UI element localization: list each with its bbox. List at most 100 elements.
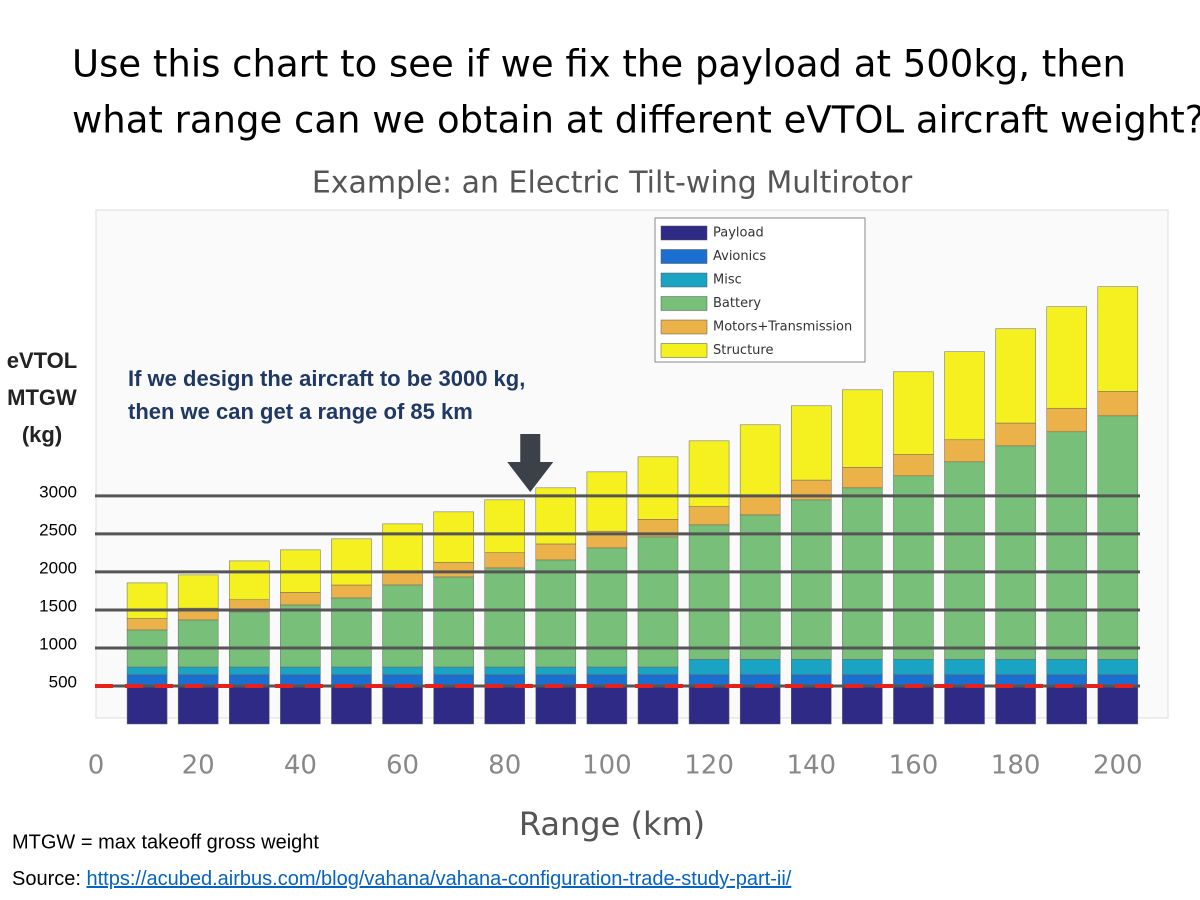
bar-segment [331, 597, 372, 668]
x-tick-label: 120 [684, 751, 734, 781]
y-tick-label: 2500 [39, 520, 77, 539]
source: Source: https://acubed.airbus.com/blog/v… [12, 868, 792, 890]
y-axis-label: eVTOL [7, 348, 78, 373]
bar-segment [893, 685, 934, 725]
y-tick-label: 1500 [39, 596, 77, 615]
bar-segment [995, 422, 1036, 447]
bar-segment [229, 685, 270, 725]
x-tick-label: 40 [284, 751, 317, 781]
bar-segment [791, 659, 832, 675]
bar-segment [229, 611, 270, 668]
bar-segment [382, 685, 423, 725]
bar-segment [1046, 685, 1087, 725]
bar-segment [126, 666, 168, 675]
bar-segment [433, 562, 474, 578]
bar-segment [331, 584, 372, 599]
bar-segment [1097, 391, 1139, 417]
bar-segment [382, 666, 423, 675]
bar-segment [1046, 407, 1087, 433]
x-tick-label: 20 [182, 751, 215, 781]
bar-segment [842, 467, 883, 489]
annotation-text: then we can get a range of 85 km [128, 399, 473, 424]
bar-segment [177, 666, 219, 675]
bar-segment [995, 659, 1036, 675]
bar-segment [842, 389, 883, 468]
y-tick-label: 1000 [39, 634, 77, 653]
bar-segment [484, 552, 525, 569]
bar-segment [791, 499, 832, 660]
footnote: MTGW = max takeoff gross weight [12, 831, 319, 853]
bar-segment [1097, 286, 1139, 392]
legend-swatch [660, 296, 708, 311]
bar-segment [229, 560, 270, 601]
x-tick-label: 0 [88, 751, 105, 781]
annotation-text: If we design the aircraft to be 3000 kg, [128, 366, 525, 391]
bar-segment [433, 511, 474, 563]
bar-segment [535, 685, 577, 725]
legend-swatch [660, 343, 708, 358]
bar-segment [433, 685, 474, 725]
x-tick-label: 60 [386, 751, 419, 781]
bar-segment [586, 666, 628, 675]
bar-segment [535, 559, 577, 668]
bar-segment [229, 666, 270, 675]
bar-segment [484, 567, 525, 668]
bar-segment [484, 685, 525, 725]
bar-segment [1097, 415, 1139, 660]
bar-segment [842, 659, 883, 675]
bar-segment [791, 685, 832, 725]
bar-segment [739, 514, 781, 660]
y-tick-label: 2000 [39, 558, 77, 577]
legend-swatch [660, 272, 708, 288]
legend-label: Avionics [713, 249, 766, 264]
bar-segment [637, 536, 679, 668]
bar-segment [484, 666, 525, 675]
y-tick-label: 3000 [39, 482, 77, 501]
bar-segment [331, 666, 372, 675]
bar-segment [586, 471, 628, 532]
bar-segment [688, 506, 730, 526]
x-axis-label: Range (km) [519, 805, 705, 843]
x-tick-label: 180 [991, 751, 1041, 781]
bar-segment [535, 543, 577, 561]
bar-segment [637, 456, 679, 520]
bar-segment [280, 685, 321, 725]
bar-segment [637, 666, 679, 675]
bar-segment [1097, 659, 1139, 675]
bar-segment [739, 424, 781, 497]
bar-segment [1046, 431, 1087, 660]
bar-segment [126, 685, 168, 725]
bar-segment [382, 523, 423, 572]
bar-segment [688, 659, 730, 675]
legend-label: Structure [713, 343, 773, 358]
source-label: Source: [12, 868, 86, 890]
bar-segment [842, 685, 883, 725]
bar-segment [1046, 659, 1087, 675]
x-tick-label: 80 [488, 751, 521, 781]
chart-title: Example: an Electric Tilt-wing Multiroto… [312, 166, 913, 201]
legend-label: Motors+Transmission [713, 320, 852, 335]
slide-title: what range can we obtain at different eV… [72, 99, 1200, 142]
bar-segment [126, 618, 168, 631]
bar-segment [944, 351, 985, 441]
bar-segment [944, 685, 985, 725]
bar-segment [688, 685, 730, 725]
bar-segment [893, 454, 934, 477]
bar-segment [433, 666, 474, 675]
x-tick-label: 140 [786, 751, 836, 781]
legend-swatch [660, 249, 708, 264]
source-link[interactable]: https://acubed.airbus.com/blog/vahana/va… [86, 868, 791, 890]
bar-segment [995, 685, 1036, 725]
bar-segment [280, 592, 321, 606]
y-tick-label: 500 [49, 672, 77, 691]
y-axis-label: MTGW [7, 385, 77, 410]
bar-segment [944, 659, 985, 675]
legend-label: Payload [713, 226, 764, 241]
bar-segment [739, 685, 781, 725]
annotation-arrow [507, 434, 554, 492]
bar-segment [1097, 685, 1139, 725]
legend-swatch [660, 225, 708, 241]
bar-segment [177, 619, 219, 668]
x-tick-label: 200 [1093, 751, 1143, 781]
